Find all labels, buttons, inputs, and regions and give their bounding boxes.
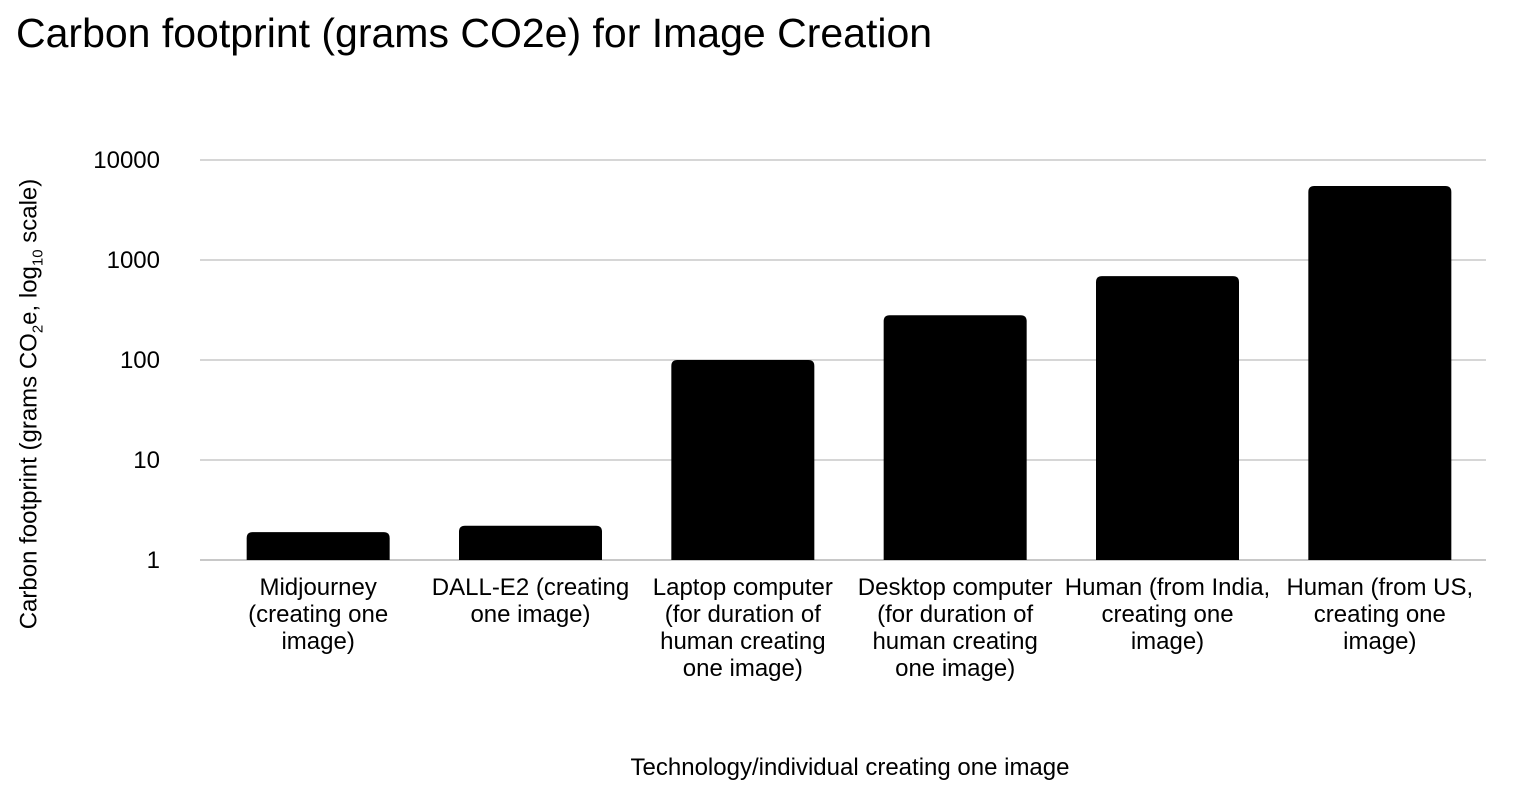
bar	[883, 315, 1027, 560]
y-tick-label: 100	[120, 347, 160, 374]
x-tick-label: Desktop computer (for duration of human …	[857, 574, 1053, 682]
bar	[459, 525, 602, 560]
x-tick-label: Laptop computer (for duration of human c…	[652, 574, 833, 682]
chart-title: Carbon footprint (grams CO2e) for Image …	[16, 10, 933, 56]
x-tick-label: Midjourney (creating one image)	[248, 574, 389, 655]
x-tick-label: DALL-E2 (creating one image)	[431, 574, 630, 628]
bar	[1096, 276, 1239, 560]
x-tick-label: Human (from India, creating one image)	[1064, 574, 1271, 655]
y-tick-label: 1000	[107, 247, 160, 274]
x-axis-label: Technology/individual creating one image	[630, 754, 1070, 781]
bar	[671, 360, 815, 560]
y-tick-label: 1	[147, 547, 160, 574]
y-tick-label: 10	[133, 447, 160, 474]
bar	[1308, 185, 1452, 560]
bar	[246, 532, 390, 560]
y-tick-label: 10000	[93, 147, 160, 174]
x-tick-label: Human (from US, creating one image)	[1286, 574, 1474, 655]
